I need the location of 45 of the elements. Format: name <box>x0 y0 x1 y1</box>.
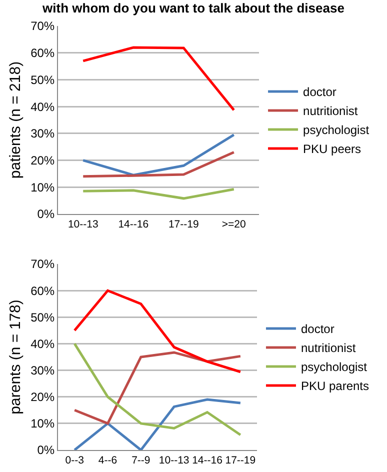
chart-title: with whom do you want to talk about the disease <box>42 0 344 16</box>
x-tick-label: 10--13 <box>158 454 190 467</box>
x-tick-label: >=20 <box>222 218 246 231</box>
legend-label: psychologist <box>300 360 368 374</box>
y-tick-label: 50% <box>30 72 55 87</box>
legend-label: nutritionist <box>300 341 356 356</box>
y-tick-label: 60% <box>30 46 55 60</box>
y-tick-label: 30% <box>30 363 55 378</box>
y-tick-label: 20% <box>30 390 55 404</box>
line-series <box>73 342 242 436</box>
y-tick-label: 50% <box>30 310 55 324</box>
y-tick-label: 40% <box>30 336 55 351</box>
y-tick-label: 0% <box>37 207 55 222</box>
line-series <box>82 46 236 112</box>
x-tick-label: 14--16 <box>192 454 223 467</box>
y-tick-label: 60% <box>30 284 55 298</box>
legend-label: nutritionist <box>303 104 358 118</box>
y-tick-label: 70% <box>30 19 55 34</box>
line-series <box>82 150 236 178</box>
line-series <box>82 188 236 200</box>
y-axis-title: parents (n = 178) <box>6 300 24 414</box>
x-tick-label: 4--6 <box>98 454 118 467</box>
x-tick-label: 10--13 <box>68 218 98 231</box>
legend-label: PKU peers <box>303 142 362 156</box>
x-tick-label: 17--19 <box>225 454 256 467</box>
y-tick-label: 20% <box>30 153 55 168</box>
legend-label: PKU parents <box>300 379 370 394</box>
y-tick-label: 10% <box>30 180 55 194</box>
x-tick-label: 0--3 <box>65 454 84 467</box>
y-tick-label: 30% <box>30 126 55 141</box>
x-tick-label: 7--9 <box>132 454 150 467</box>
legend-label: doctor <box>300 322 334 336</box>
legend-label: doctor <box>303 85 336 100</box>
x-tick-label: 17--19 <box>168 218 199 231</box>
y-tick-label: 40% <box>30 100 55 114</box>
line-series <box>73 398 242 450</box>
line-series <box>82 134 236 176</box>
x-tick-label: 14--16 <box>118 218 149 231</box>
y-tick-label: 10% <box>30 416 55 431</box>
y-tick-label: 0% <box>37 443 55 458</box>
legend-label: psychologist <box>303 123 370 138</box>
y-axis-title: patients (n = 218) <box>6 61 24 179</box>
line-series <box>73 351 242 425</box>
line-series <box>73 289 242 374</box>
y-tick-label: 70% <box>30 257 55 272</box>
